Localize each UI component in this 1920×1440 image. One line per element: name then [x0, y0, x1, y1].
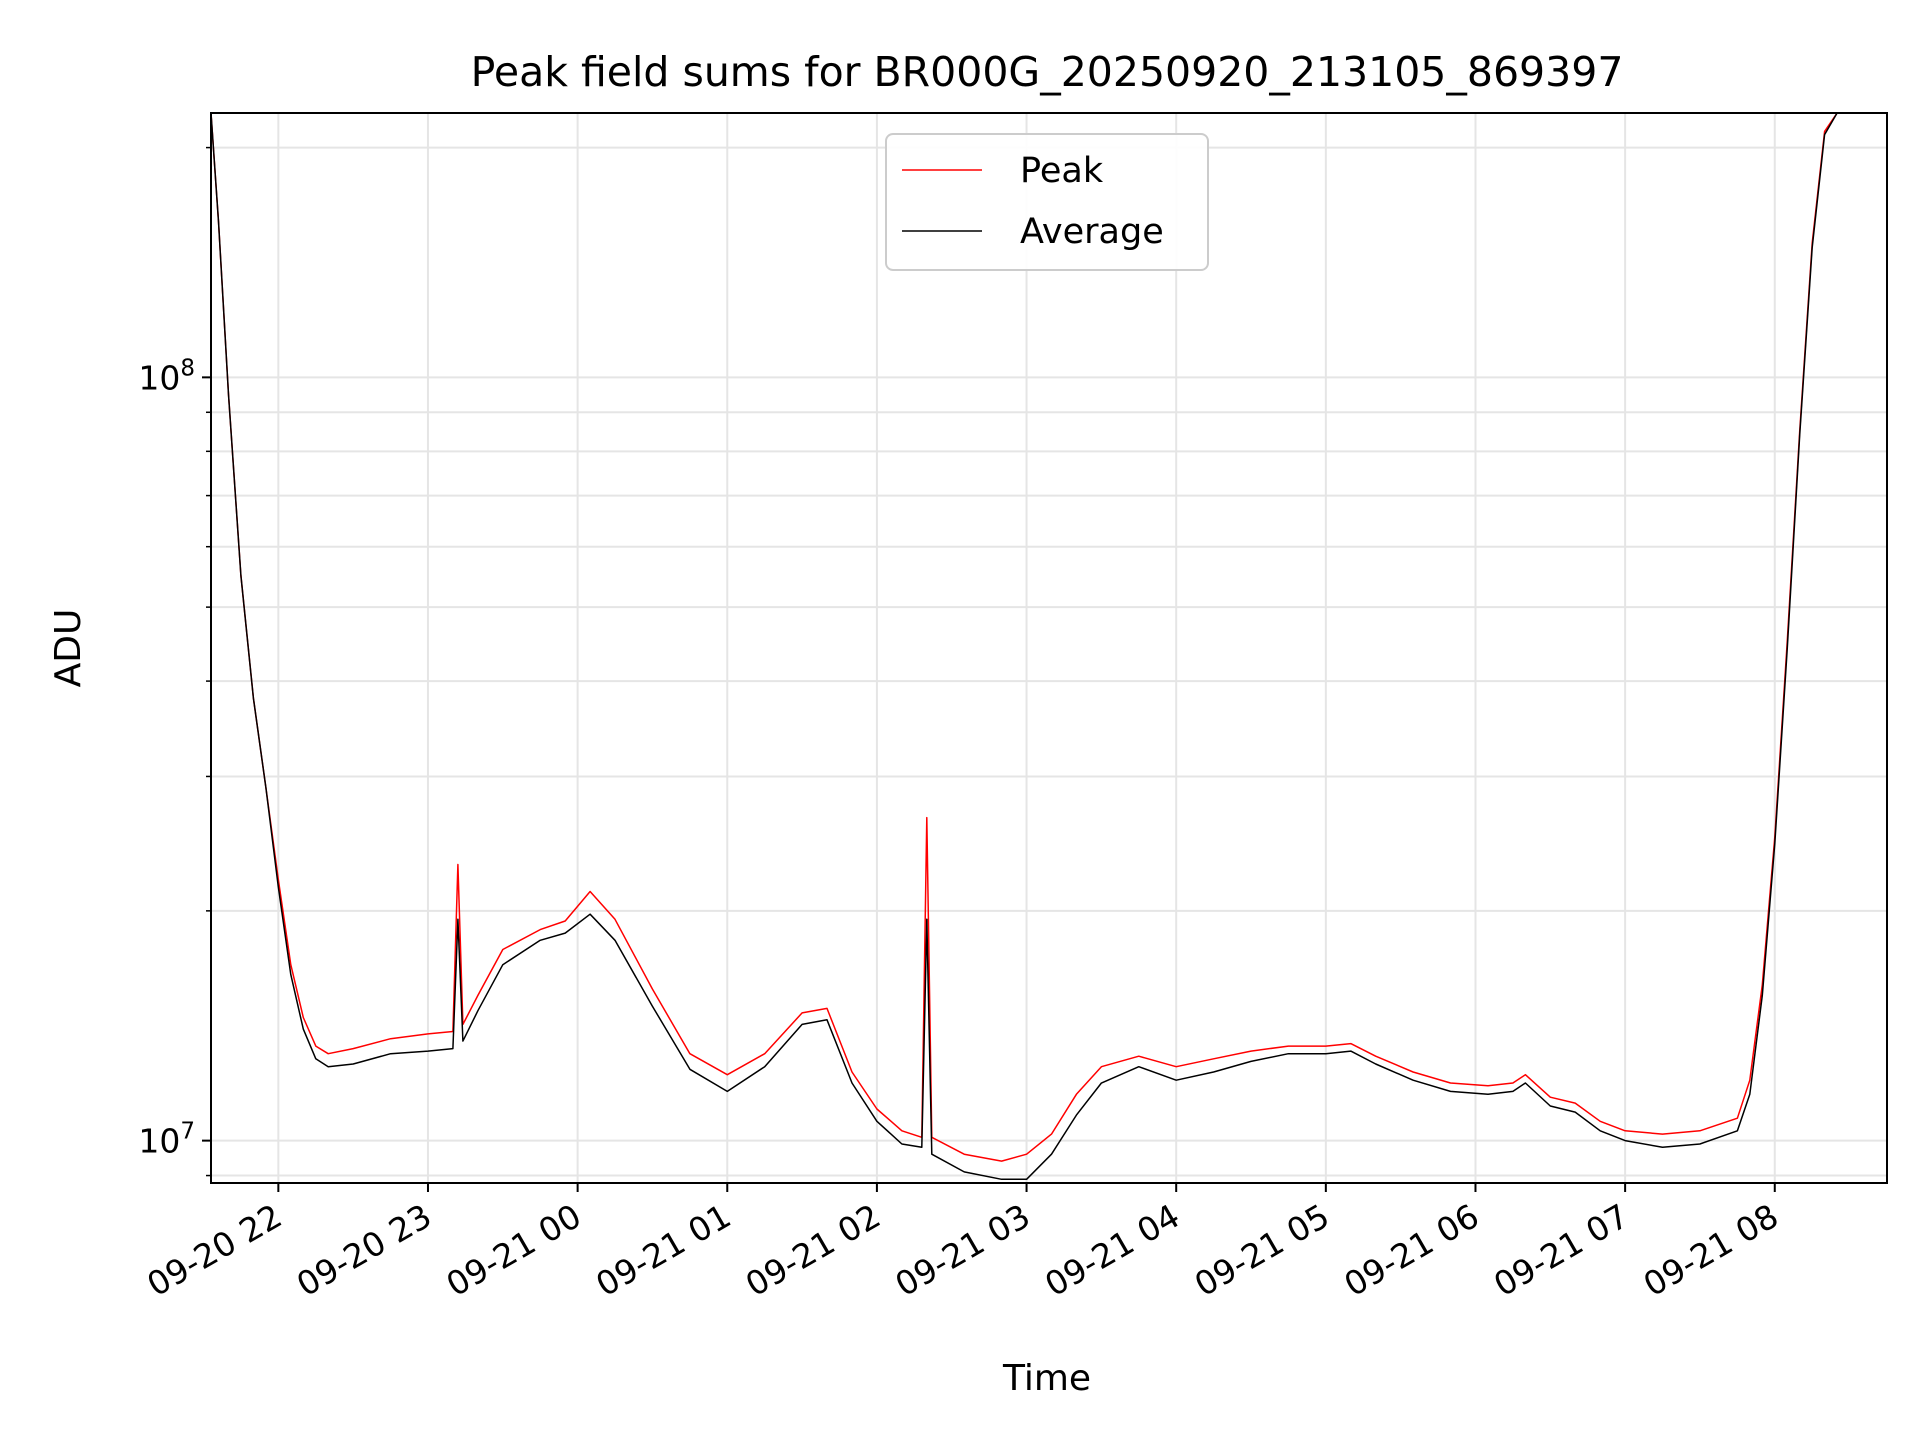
x-tick-label: 09-21 03 [889, 1196, 1037, 1304]
x-tick-label: 09-21 05 [1188, 1196, 1336, 1304]
legend-box [885, 133, 1209, 271]
series-line-peak [210, 112, 1887, 1162]
plot-frame [210, 112, 1888, 1184]
x-tick-label: 09-21 07 [1487, 1196, 1635, 1304]
chart-title: Peak field sums for BR000G_20250920_2131… [471, 48, 1624, 96]
legend: Peak Average [885, 133, 1209, 271]
y-tick-label: 107 [138, 1119, 195, 1161]
x-axis-label: Time [1002, 1358, 1091, 1399]
y-axis-label: ADU [48, 609, 89, 688]
y-tick-label: 108 [138, 355, 195, 397]
x-tick-label: 09-21 01 [589, 1196, 737, 1304]
x-axis: 09-20 22 09-20 23 09-21 00 09-21 01 09-21 02… [140, 1183, 1785, 1304]
legend-label-average: Average [1020, 212, 1164, 252]
grid [211, 113, 1887, 1183]
series-line-average [210, 112, 1887, 1181]
legend-label-peak: Peak [1020, 151, 1104, 191]
x-tick-label: 09-21 00 [440, 1196, 588, 1304]
x-tick-label: 09-20 23 [290, 1196, 438, 1304]
x-tick-label: 09-21 06 [1337, 1196, 1485, 1304]
plot-area [210, 112, 1887, 1181]
x-tick-label: 09-21 04 [1038, 1196, 1186, 1304]
x-tick-label: 09-21 08 [1637, 1196, 1785, 1304]
x-tick-label: 09-20 22 [140, 1196, 288, 1304]
x-tick-label: 09-21 02 [739, 1196, 887, 1304]
y-axis: 107 108 [138, 146, 211, 1177]
